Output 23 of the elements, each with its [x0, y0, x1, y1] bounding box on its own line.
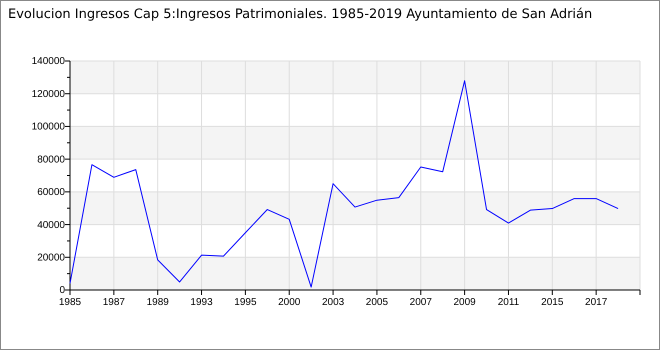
- y-tick-label: 20000: [37, 252, 66, 264]
- x-tick-label: 2003: [322, 297, 345, 308]
- x-tick-label: 2011: [498, 297, 520, 308]
- x-tick-label: 2005: [366, 297, 388, 308]
- x-tick-label: 1993: [190, 297, 214, 308]
- line-series: [70, 80, 619, 288]
- x-tick-label: 1989: [146, 297, 170, 308]
- x-tick-label: 2007: [410, 297, 432, 308]
- x-tick-label: 1987: [102, 297, 126, 308]
- x-tick-label: 2017: [585, 297, 608, 308]
- x-tick-label: 1985: [58, 297, 82, 308]
- x-tick-label: 1995: [234, 297, 257, 308]
- y-tick-label: 120000: [32, 88, 66, 100]
- y-tick-label: 100000: [32, 122, 66, 133]
- y-tick-label: 0: [59, 285, 66, 296]
- y-tick-label: 40000: [37, 220, 66, 231]
- x-tick-label: 2009: [453, 297, 476, 308]
- y-tick-label: 140000: [32, 56, 66, 68]
- y-tick-label: 80000: [37, 154, 66, 166]
- x-tick-label: 2000: [278, 297, 301, 308]
- y-tick-label: 60000: [37, 187, 66, 198]
- chart-title: Evolucion Ingresos Cap 5:Ingresos Patrimoniales. 1985-2019 Ayuntamiento de San Adrián: [8, 7, 592, 22]
- x-tick-label: 2015: [541, 297, 564, 308]
